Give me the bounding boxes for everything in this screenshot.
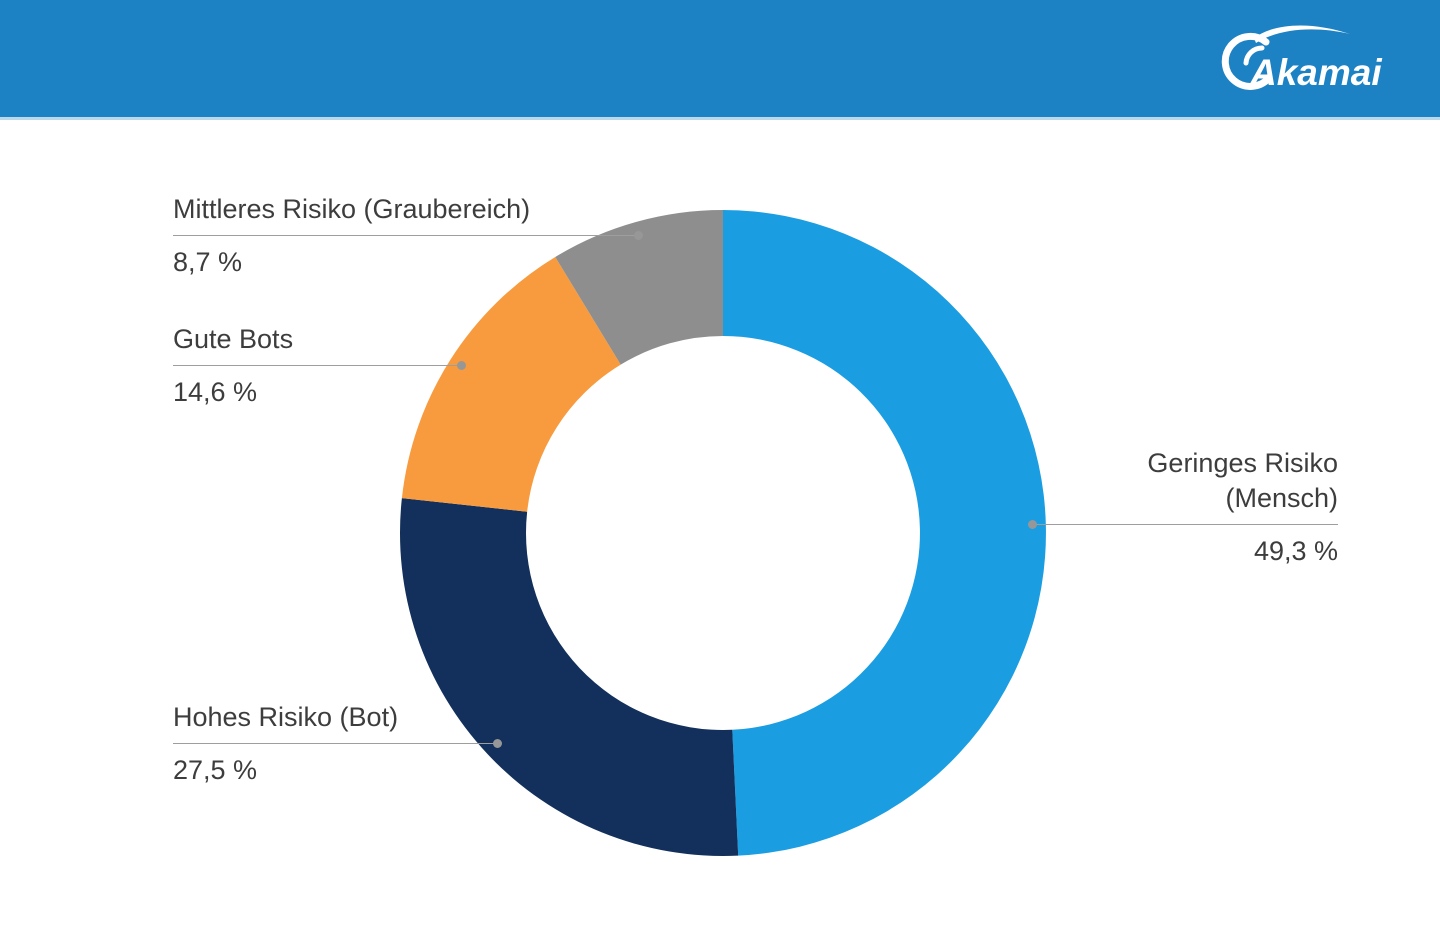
logo-inner-arc-icon — [1243, 45, 1265, 66]
logo-circle-swoosh-icon — [1221, 32, 1273, 90]
callout-value: 27,5 % — [173, 755, 258, 785]
callout-mittleres-risiko: Mittleres Risiko (Graubereich) 8,7 % — [173, 192, 643, 280]
callout-title: Hohes Risiko (Bot) — [173, 702, 399, 732]
leader-dot — [493, 739, 502, 748]
leader-dot — [1028, 520, 1037, 529]
callout-title-line2: (Mensch) — [1225, 483, 1338, 513]
logo-wave-icon — [1254, 25, 1350, 43]
callout-geringes-risiko: Geringes Risiko (Mensch) 49,3 % — [1028, 446, 1338, 569]
callout-title: Gute Bots — [173, 324, 294, 354]
callout-hohes-risiko: Hohes Risiko (Bot) 27,5 % — [173, 700, 502, 788]
leader-dot — [457, 361, 466, 370]
akamai-logo: Akamai — [1221, 25, 1382, 93]
donut-segment-1 — [399, 498, 739, 856]
callout-value: 8,7 % — [173, 247, 243, 277]
logo-text: Akamai — [1249, 52, 1382, 93]
callout-value: 49,3 % — [1253, 536, 1338, 566]
leader-line — [173, 361, 466, 370]
callout-title: Mittleres Risiko (Graubereich) — [173, 194, 531, 224]
leader-line — [173, 739, 502, 748]
leader-line — [1028, 520, 1338, 529]
leader-dot — [634, 231, 643, 240]
leader-line — [173, 231, 643, 240]
callout-gute-bots: Gute Bots 14,6 % — [173, 322, 466, 410]
top-banner: Akamai — [0, 0, 1440, 120]
callout-title-line1: Geringes Risiko — [1147, 448, 1338, 478]
donut-segment-0 — [723, 210, 1046, 856]
callout-value: 14,6 % — [173, 377, 258, 407]
donut-segment-3 — [555, 210, 723, 365]
donut-segment-2 — [401, 256, 621, 512]
